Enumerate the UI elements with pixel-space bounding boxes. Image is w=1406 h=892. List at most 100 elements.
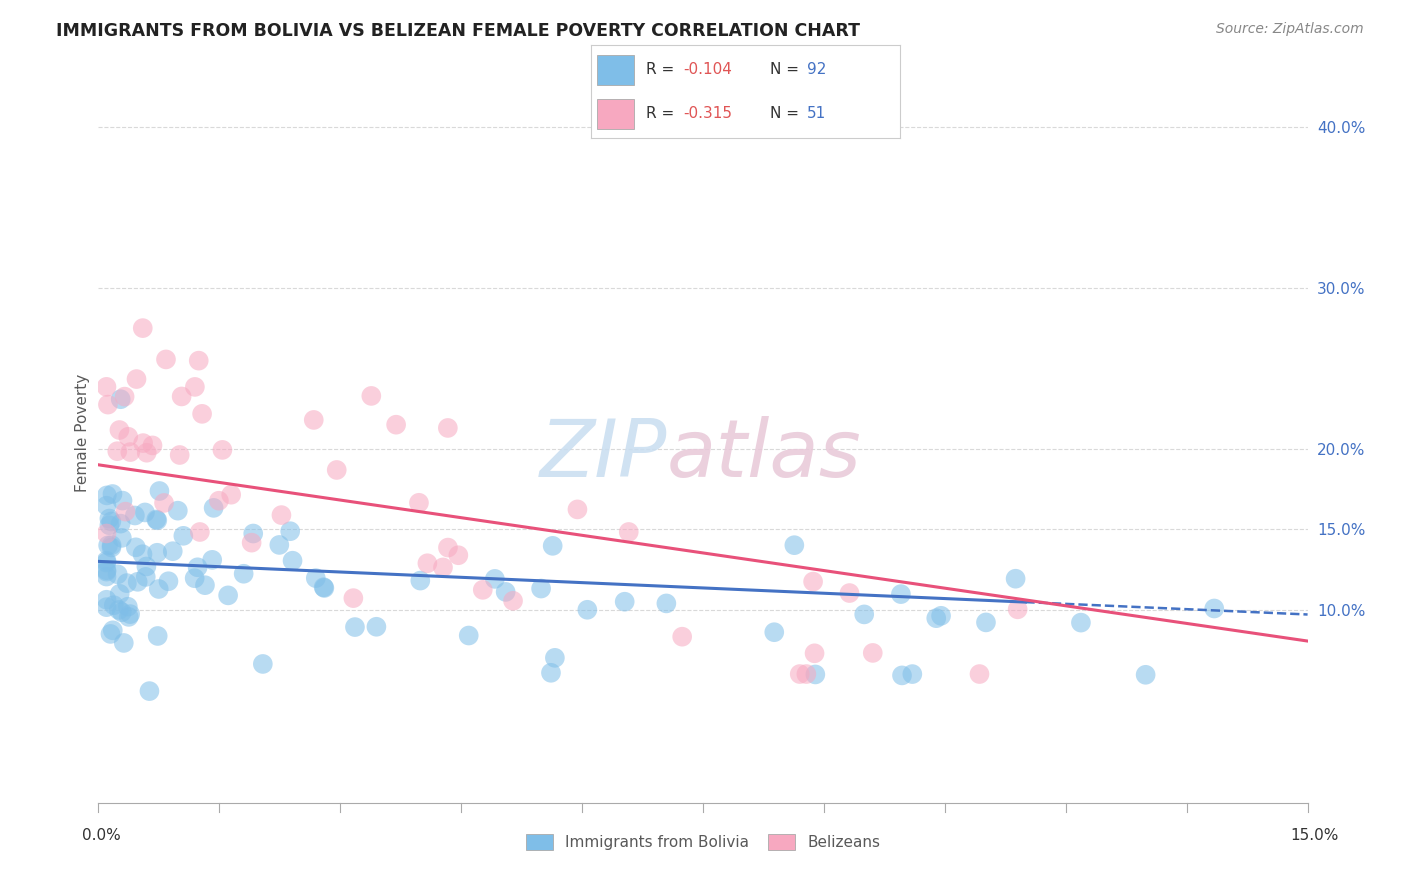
Point (789, 667, 811, 681)
Point (96, 563, 118, 577)
Point (124, 508, 146, 523)
Point (96, 565, 118, 579)
Point (613, 595, 636, 609)
Point (111, 605, 134, 619)
Point (134, 505, 156, 519)
Point (100, 627, 122, 641)
Point (187, 353, 209, 368)
Point (366, 620, 388, 634)
Point (135, 570, 157, 584)
Point (484, 572, 506, 586)
Point (96, 600, 118, 615)
Point (495, 585, 517, 599)
Point (655, 596, 678, 610)
Point (131, 547, 153, 561)
Point (541, 539, 564, 553)
Point (111, 531, 134, 545)
Point (101, 487, 124, 501)
Text: IMMIGRANTS FROM BOLIVIA VS BELIZEAN FEMALE POVERTY CORRELATION CHART: IMMIGRANTS FROM BOLIVIA VS BELIZEAN FEMA… (56, 22, 860, 40)
Point (97, 398, 120, 412)
Point (838, 586, 860, 600)
Text: 0.0%: 0.0% (82, 829, 121, 843)
Point (118, 610, 141, 624)
Point (96, 592, 118, 607)
Point (105, 444, 128, 458)
FancyBboxPatch shape (596, 99, 634, 129)
Point (409, 574, 432, 588)
Point (447, 548, 470, 562)
Point (141, 438, 163, 452)
Point (132, 321, 155, 335)
Point (360, 389, 382, 403)
Point (432, 560, 454, 574)
Point (135, 446, 157, 460)
Point (108, 587, 131, 601)
Point (96, 499, 118, 513)
Point (97, 538, 120, 552)
Point (803, 646, 825, 660)
Point (194, 578, 217, 592)
Point (96, 526, 118, 541)
Point (305, 571, 328, 585)
Point (107, 567, 129, 582)
Point (240, 535, 263, 549)
Point (191, 407, 214, 421)
Point (269, 538, 291, 552)
Point (120, 607, 142, 621)
Point (170, 389, 193, 403)
Point (120, 445, 142, 459)
Point (796, 667, 818, 681)
Point (103, 598, 125, 612)
Legend: Immigrants from Bolivia, Belizeans: Immigrants from Bolivia, Belizeans (517, 827, 889, 858)
Point (187, 560, 209, 574)
Point (115, 576, 138, 591)
Y-axis label: Female Poverty: Female Poverty (75, 374, 90, 491)
Point (146, 546, 169, 560)
Point (471, 582, 494, 597)
Point (184, 380, 207, 394)
Point (385, 417, 408, 432)
Point (111, 493, 134, 508)
Point (969, 667, 991, 681)
Point (437, 421, 460, 435)
Point (763, 625, 786, 640)
Point (96, 554, 118, 568)
Point (135, 559, 157, 574)
Point (96, 380, 118, 394)
Point (108, 603, 131, 617)
Point (114, 505, 136, 519)
Point (96, 569, 118, 583)
Point (96, 488, 118, 502)
Point (1135, 667, 1157, 681)
Point (502, 594, 524, 608)
Point (125, 372, 148, 386)
Point (890, 587, 912, 601)
Point (325, 463, 347, 477)
Text: R =: R = (647, 62, 679, 78)
Point (242, 526, 264, 541)
Point (416, 556, 439, 570)
Point (437, 541, 460, 555)
Point (148, 582, 170, 596)
Point (125, 541, 148, 555)
Point (457, 628, 479, 642)
Point (862, 646, 884, 660)
Point (540, 665, 562, 680)
Point (278, 524, 301, 539)
Point (891, 668, 914, 682)
Point (1004, 572, 1026, 586)
Point (145, 512, 167, 526)
Point (544, 650, 567, 665)
Text: -0.315: -0.315 (683, 106, 733, 121)
Point (98, 511, 121, 525)
Point (148, 483, 170, 498)
Point (188, 524, 211, 539)
Point (117, 599, 139, 614)
Point (208, 493, 231, 508)
Point (929, 608, 952, 623)
Point (343, 620, 366, 634)
Point (901, 667, 924, 681)
Point (114, 390, 136, 404)
Point (101, 624, 124, 638)
Point (281, 554, 304, 568)
